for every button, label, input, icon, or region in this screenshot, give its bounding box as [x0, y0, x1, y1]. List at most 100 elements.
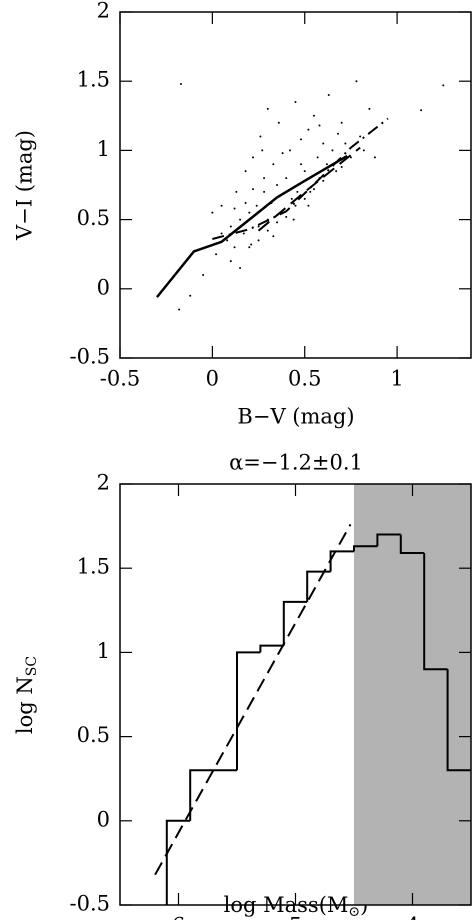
scatter-point	[312, 114, 315, 117]
scatter-point	[276, 184, 279, 186]
scatter-point	[340, 166, 343, 169]
scatter-point	[307, 204, 310, 207]
histogram-step	[259, 644, 284, 653]
scatter-point	[300, 163, 303, 166]
scatter-point	[331, 149, 334, 152]
x-tick-label: -0.5	[100, 367, 141, 391]
model-line	[155, 154, 348, 298]
scatter-point	[272, 235, 275, 238]
scatter-point	[220, 204, 223, 207]
scatter-point	[303, 197, 306, 200]
scatter-point	[290, 197, 293, 200]
shaded-region	[354, 484, 471, 905]
x-tick-label: 4	[406, 914, 419, 920]
y-tick-label: -0.5	[70, 892, 111, 916]
histogram-step	[446, 669, 471, 772]
scatter-point	[257, 239, 260, 242]
y-tick-label: 2	[97, 0, 110, 23]
scatter-point	[368, 107, 371, 110]
scatter-point	[242, 232, 245, 235]
scatter-point	[263, 190, 266, 193]
scatter-point	[202, 273, 205, 276]
scatter-point	[248, 211, 251, 214]
scatter-point	[250, 243, 253, 246]
x-label-sub: ⊙	[348, 904, 360, 920]
scatter-point	[277, 121, 280, 124]
scatter-point	[316, 156, 319, 159]
scatter-point	[226, 239, 229, 242]
scatter-point	[235, 190, 238, 193]
histogram-step	[165, 819, 191, 905]
scatter-point	[322, 142, 325, 145]
scatter-point	[292, 218, 295, 221]
scatter-point	[300, 138, 303, 141]
scatter-point	[335, 170, 338, 173]
model-line	[257, 146, 361, 232]
scatter-point	[327, 94, 330, 97]
scatter-point	[266, 107, 269, 110]
scatter-point	[266, 229, 269, 232]
scatter-point	[255, 204, 258, 207]
scatter-point	[336, 132, 339, 135]
scatter-point	[259, 135, 262, 138]
scatter-point	[189, 294, 192, 297]
scatter-point	[307, 128, 310, 131]
y-tick-label: 1	[97, 137, 110, 161]
scatter-point	[312, 188, 315, 191]
scatter-point	[211, 211, 214, 214]
scatter-point	[344, 142, 347, 145]
plot-frame	[119, 483, 472, 906]
scatter-point	[239, 267, 242, 270]
scatter-point	[362, 149, 365, 152]
scatter-point	[178, 308, 181, 311]
x-tick-label: 5	[289, 914, 302, 920]
y-tick-label: 0	[97, 807, 110, 831]
scatter-point	[340, 121, 343, 124]
scatter-point	[285, 215, 288, 218]
scatter-point	[355, 80, 358, 83]
y-tick-label: 1	[97, 639, 110, 663]
scatter-point	[252, 156, 255, 159]
scatter-point	[294, 204, 297, 207]
scatter-point	[349, 156, 352, 159]
scatter-point	[272, 163, 275, 166]
x-tick-label: 0.5	[288, 367, 321, 391]
chart-title: α=−1.2±0.1	[229, 451, 363, 475]
y-tick-label: 1.5	[77, 555, 110, 579]
y-tick-label: 2	[97, 471, 110, 495]
histogram-step	[353, 545, 378, 552]
x-tick-label: 1	[390, 367, 403, 391]
y-tick-label: -0.5	[70, 345, 111, 369]
scatter-point	[281, 152, 284, 155]
histogram-step	[329, 550, 354, 572]
model-line	[212, 117, 389, 240]
scatter-point	[288, 149, 291, 152]
y-label-main: log N	[13, 676, 37, 734]
x-tick-label: 6	[172, 914, 185, 920]
histogram-step	[423, 553, 448, 671]
histogram-step	[282, 600, 308, 646]
scatter-point	[263, 177, 266, 180]
scatter-point	[420, 109, 423, 112]
scatter-point	[442, 84, 445, 87]
scatter-point	[244, 201, 247, 204]
scatter-point	[296, 190, 299, 193]
scatter-point	[257, 225, 260, 228]
y-tick-label: 1.5	[77, 68, 110, 92]
scatter-point	[233, 246, 236, 249]
scatter-point	[294, 100, 297, 103]
plot-frame	[119, 11, 472, 359]
scatter-point	[179, 82, 182, 85]
scatter-point	[309, 190, 312, 193]
scatter-point	[233, 207, 236, 210]
scatter-point	[325, 163, 328, 166]
scatter-point	[220, 232, 223, 235]
histogram-step	[189, 769, 237, 821]
x-tick-label: 0	[206, 367, 219, 391]
scatter-point	[244, 170, 247, 173]
scatter-point	[359, 135, 362, 138]
y-tick-label: 0	[97, 275, 110, 299]
scatter-point	[229, 225, 232, 228]
scatter-point	[303, 170, 306, 173]
